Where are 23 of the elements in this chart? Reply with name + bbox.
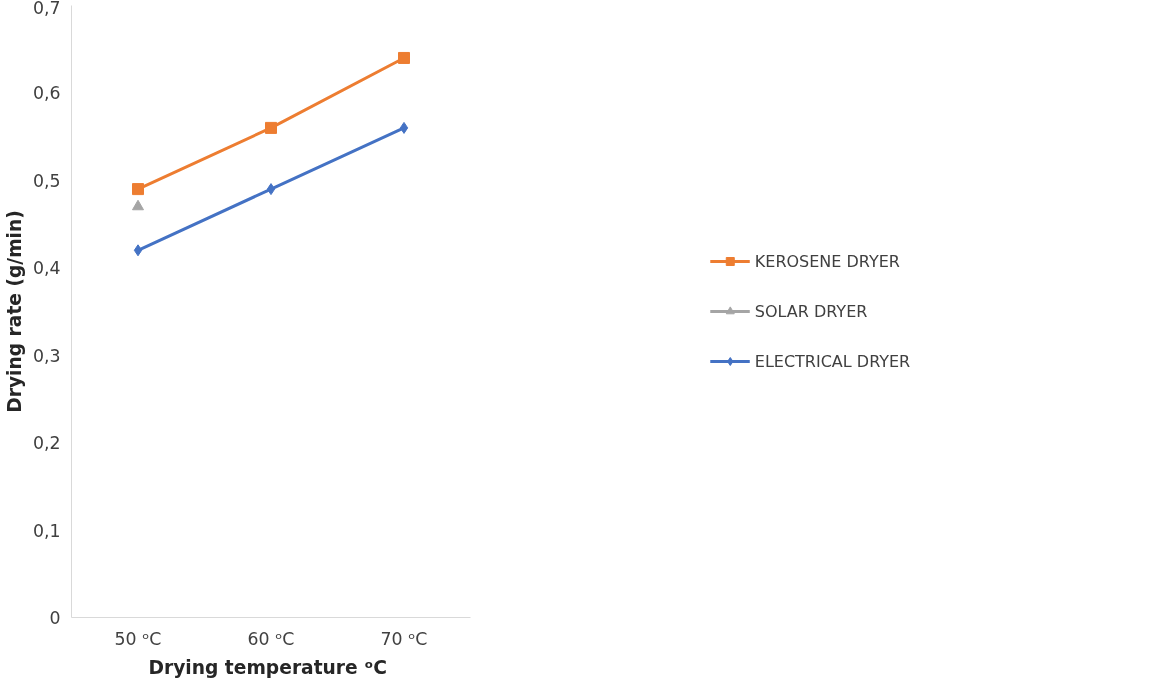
point xyxy=(399,121,409,134)
y-tick-label: 0,7 xyxy=(32,0,61,18)
point xyxy=(133,244,143,257)
y-tick-label: 0,6 xyxy=(32,83,61,104)
x-tick-label: 60 ᵒC xyxy=(247,628,295,649)
y-tick-label: 0,4 xyxy=(32,258,61,279)
point xyxy=(265,121,277,134)
legend-label: ELECTRICAL DRYER xyxy=(754,351,911,371)
point xyxy=(398,51,410,64)
y-axis-title: Drying rate (g/min) xyxy=(3,210,25,413)
legend-label: SOLAR DRYER xyxy=(754,301,868,321)
legend-label: KEROSENE DRYER xyxy=(754,251,900,271)
point xyxy=(132,183,144,196)
y-tick-label: 0 xyxy=(49,608,61,628)
point xyxy=(132,199,144,211)
point xyxy=(266,183,276,196)
y-tick-label: 0,5 xyxy=(32,170,61,191)
y-tick-label: 0,1 xyxy=(32,520,61,541)
x-tick-label: 70 ᵒC xyxy=(380,628,428,649)
y-tick-label: 0,3 xyxy=(32,345,61,366)
x-axis-title: Drying temperature ᵒC xyxy=(148,656,388,678)
x-tick-label: 50 ᵒC xyxy=(114,628,162,649)
y-tick-label: 0,2 xyxy=(32,433,61,454)
